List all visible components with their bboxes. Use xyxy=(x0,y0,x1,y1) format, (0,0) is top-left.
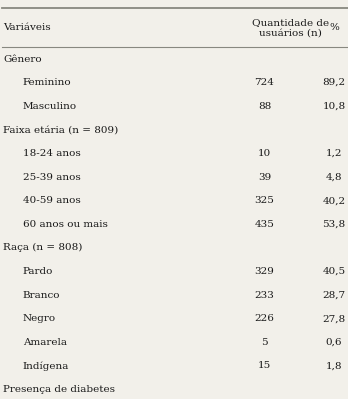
Text: 1,2: 1,2 xyxy=(326,149,342,158)
Text: 88: 88 xyxy=(258,102,271,111)
Text: Amarela: Amarela xyxy=(23,338,66,347)
Text: Quantidade de
usuários (n): Quantidade de usuários (n) xyxy=(252,18,329,38)
Text: 40,2: 40,2 xyxy=(323,196,346,205)
Text: 28,7: 28,7 xyxy=(323,290,346,300)
Text: 27,8: 27,8 xyxy=(323,314,346,323)
Text: 25-39 anos: 25-39 anos xyxy=(23,173,80,182)
Text: 435: 435 xyxy=(254,220,275,229)
Text: Gênero: Gênero xyxy=(3,55,42,63)
Text: 40,5: 40,5 xyxy=(323,267,346,276)
Text: Negro: Negro xyxy=(23,314,56,323)
Text: Pardo: Pardo xyxy=(23,267,53,276)
Text: Variáveis: Variáveis xyxy=(3,23,51,32)
Text: Faixa etária (n = 809): Faixa etária (n = 809) xyxy=(3,125,119,134)
Text: 325: 325 xyxy=(254,196,275,205)
Text: 89,2: 89,2 xyxy=(323,78,346,87)
Text: Indígena: Indígena xyxy=(23,361,69,371)
Text: 1,8: 1,8 xyxy=(326,361,342,371)
Text: 18-24 anos: 18-24 anos xyxy=(23,149,80,158)
Text: 4,8: 4,8 xyxy=(326,173,342,182)
Text: 233: 233 xyxy=(254,290,275,300)
Text: 0,6: 0,6 xyxy=(326,338,342,347)
Text: 10,8: 10,8 xyxy=(323,102,346,111)
Text: 60 anos ou mais: 60 anos ou mais xyxy=(23,220,108,229)
Text: Raça (n = 808): Raça (n = 808) xyxy=(3,243,83,253)
Text: Branco: Branco xyxy=(23,290,60,300)
Text: 40-59 anos: 40-59 anos xyxy=(23,196,80,205)
Text: 15: 15 xyxy=(258,361,271,371)
Text: 10: 10 xyxy=(258,149,271,158)
Text: 226: 226 xyxy=(254,314,275,323)
Text: %: % xyxy=(329,23,339,32)
Text: Feminino: Feminino xyxy=(23,78,71,87)
Text: 5: 5 xyxy=(261,338,268,347)
Text: 329: 329 xyxy=(254,267,275,276)
Text: 724: 724 xyxy=(254,78,275,87)
Text: 39: 39 xyxy=(258,173,271,182)
Text: Masculino: Masculino xyxy=(23,102,77,111)
Text: Presença de diabetes: Presença de diabetes xyxy=(3,385,116,394)
Text: 53,8: 53,8 xyxy=(323,220,346,229)
